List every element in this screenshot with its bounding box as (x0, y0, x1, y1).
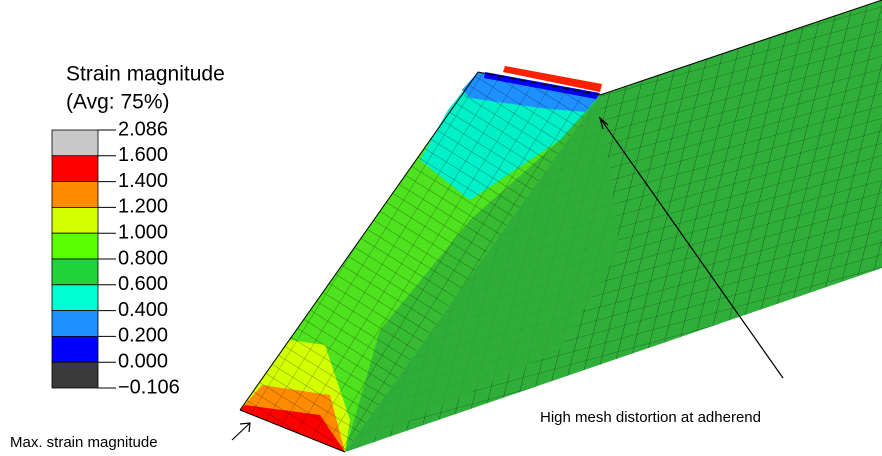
red-strip (503, 66, 602, 92)
legend-band (51, 335, 99, 363)
legend-band (51, 258, 99, 286)
annotation: High mesh distortion at adherend (540, 409, 761, 426)
legend-tick-label: 0.200 (118, 325, 168, 347)
legend-band (51, 310, 99, 337)
legend-band (51, 232, 99, 260)
legend-band (51, 284, 99, 311)
edge (239, 409, 346, 453)
legend-band (51, 181, 99, 208)
legend-band (51, 206, 99, 234)
legend-subtitle: (Avg: 75%) (66, 91, 170, 114)
legend-tick-label: 1.600 (118, 144, 168, 166)
annotation-arrow (599, 117, 784, 379)
legend-title: Strain magnitude (66, 63, 225, 86)
legend-tick-label: 2.086 (118, 118, 168, 140)
annotation: Max. strain magnitude (10, 434, 158, 451)
annotation-arrow (231, 422, 251, 441)
legend-tick-label: 1.400 (118, 170, 168, 192)
legend: Strain magnitude (Avg: 75%) 2.086 1.600 1.… (51, 63, 225, 398)
shadow-zone (345, 95, 620, 452)
left-face-mesh (240, 72, 600, 452)
arrow-head (239, 422, 251, 433)
legend-band (51, 155, 99, 183)
legend-tick-label: 0.600 (118, 273, 168, 295)
legend-tick-label: 1.000 (118, 221, 168, 243)
legend-tick-label: 1.200 (118, 196, 168, 218)
legend-tick-label: 0.000 (118, 350, 168, 372)
legend-tick-label: −0.106 (118, 376, 180, 398)
model (239, 0, 882, 453)
legend-tick-label: 0.800 (118, 247, 168, 269)
legend-band (51, 361, 99, 389)
legend-band (51, 129, 99, 157)
legend-tick-label: 0.400 (118, 299, 168, 321)
edge (239, 0, 882, 411)
arrow-head (598, 116, 609, 130)
